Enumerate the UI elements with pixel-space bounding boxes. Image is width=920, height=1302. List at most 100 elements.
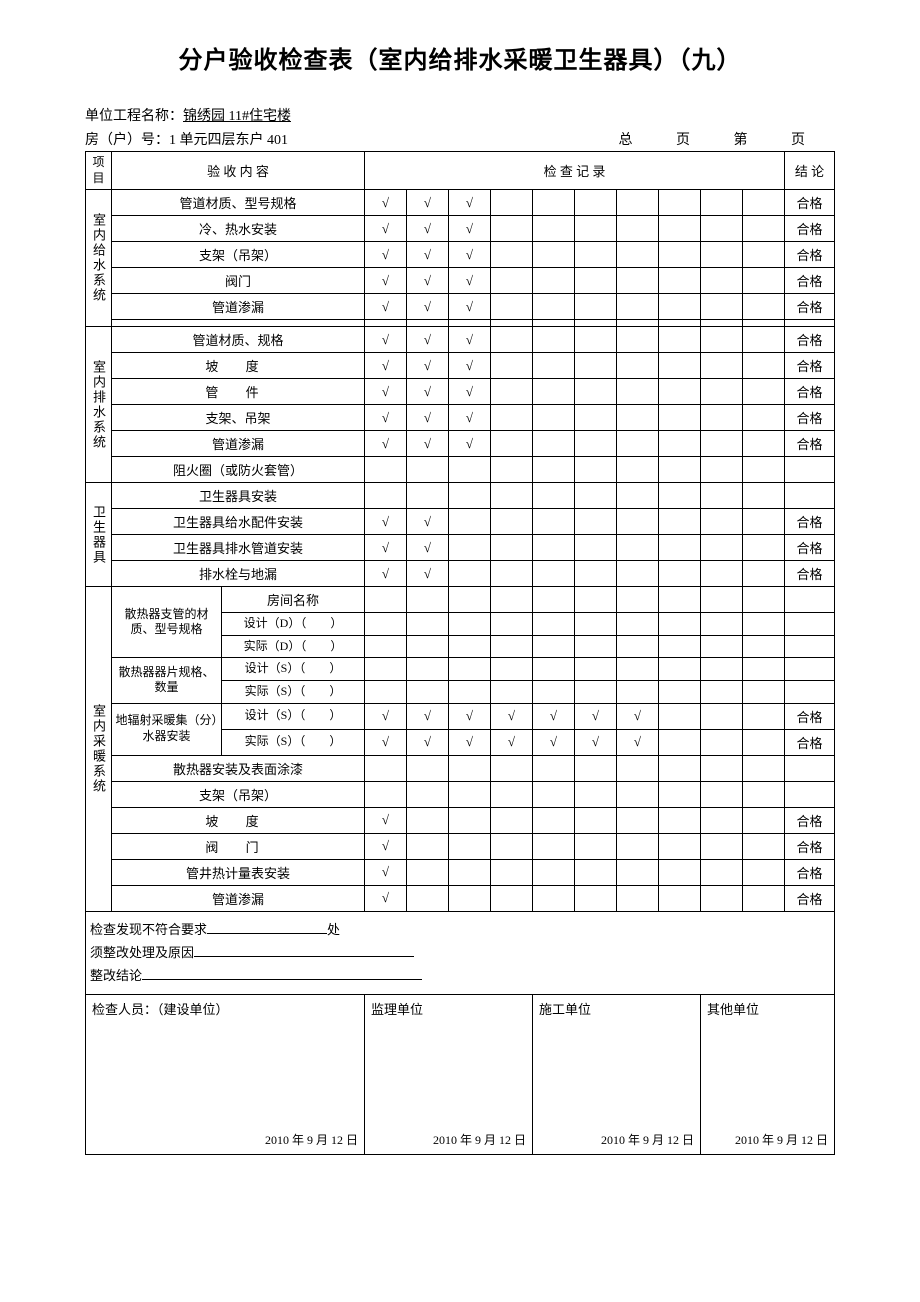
row-label: 管 件 — [112, 379, 365, 405]
inspection-table: 项目 验 收 内 容 检 查 记 录 结 论 室内给水系统 管道材质、型号规格 … — [85, 151, 835, 1155]
table-row: 支架（吊架） — [86, 781, 835, 807]
result: 合格 — [785, 190, 835, 216]
row-label: 管道材质、型号规格 — [112, 190, 365, 216]
row-label: 阀门 — [112, 268, 365, 294]
row-label: 阀 门 — [112, 833, 365, 859]
row-label: 支架（吊架） — [112, 242, 365, 268]
row-label — [112, 320, 365, 327]
sig-other-label: 其他单位 — [707, 1002, 759, 1017]
signature-row: 检查人员：（建设单位） 2010 年 9 月 12 日 监理单位 2010 年 … — [86, 994, 835, 1154]
col-result: 结 论 — [785, 152, 835, 190]
page-title: 分户验收检查表（室内给排水采暖卫生器具）（九） — [85, 40, 835, 75]
table-header-row: 项目 验 收 内 容 检 查 记 录 结 论 — [86, 152, 835, 190]
col-record: 检 查 记 录 — [365, 152, 785, 190]
result: 合格 — [785, 807, 835, 833]
result: 合格 — [785, 885, 835, 911]
col-content: 验 收 内 容 — [112, 152, 365, 190]
row-label: 卫生器具安装 — [112, 483, 365, 509]
table-row: 地辐射采暖集（分）水器安装 设计（S）（ ） √√√√√√√ 合格 — [86, 703, 835, 729]
check: √ — [365, 190, 407, 216]
result: 合格 — [785, 729, 835, 755]
page-no-label: 第 — [734, 133, 748, 148]
table-row: 管道渗漏 √√√ 合格 — [86, 431, 835, 457]
page-total-label: 总 — [619, 133, 633, 148]
table-row — [86, 320, 835, 327]
radiator-pipe-label: 散热器支管的材质、型号规格 — [112, 587, 222, 658]
result: 合格 — [785, 833, 835, 859]
table-row: 阀 门 √ 合格 — [86, 833, 835, 859]
result: 合格 — [785, 242, 835, 268]
sig-inspector: 检查人员：（建设单位） 2010 年 9 月 12 日 — [86, 994, 365, 1154]
sig-contractor: 施工单位 2010 年 9 月 12 日 — [533, 994, 701, 1154]
footer-line1-prefix: 检查发现不符合要求 — [90, 922, 207, 937]
result: 合格 — [785, 703, 835, 729]
section-heating: 室内采暖系统 — [86, 587, 112, 911]
result: 合格 — [785, 405, 835, 431]
row-label: 管道渗漏 — [112, 885, 365, 911]
result: 合格 — [785, 268, 835, 294]
row-label: 散热器安装及表面涂漆 — [112, 755, 365, 781]
room-name-label: 房间名称 — [222, 587, 365, 613]
table-row: 管道渗漏 √ 合格 — [86, 885, 835, 911]
radiator-spec-label: 散热器器片规格、数量 — [112, 658, 222, 703]
floor-heating-label: 地辐射采暖集（分）水器安装 — [112, 703, 222, 755]
sig-inspector-label: 检查人员：（建设单位） — [92, 1002, 229, 1017]
row-label: 管道材质、规格 — [112, 327, 365, 353]
sig-other: 其他单位 2010 年 9 月 12 日 — [701, 994, 835, 1154]
row-label: 冷、热水安装 — [112, 216, 365, 242]
result: 合格 — [785, 379, 835, 405]
table-row: 阀门 √√√ 合格 — [86, 268, 835, 294]
table-row: 散热器器片规格、数量 设计（S）（ ） — [86, 658, 835, 681]
table-row: 室内采暖系统 散热器支管的材质、型号规格 房间名称 — [86, 587, 835, 613]
row-label: 管道渗漏 — [112, 294, 365, 320]
result — [785, 457, 835, 483]
table-row: 坡 度 √ 合格 — [86, 807, 835, 833]
table-row: 支架、吊架 √√√ 合格 — [86, 405, 835, 431]
row-label: 支架（吊架） — [112, 781, 365, 807]
footer-line1-suffix: 处 — [327, 922, 340, 937]
result: 合格 — [785, 431, 835, 457]
table-row: 冷、热水安装 √√√ 合格 — [86, 216, 835, 242]
row-label: 支架、吊架 — [112, 405, 365, 431]
row-label: 卫生器具排水管道安装 — [112, 535, 365, 561]
table-row: 阻火圈（或防火套管） — [86, 457, 835, 483]
table-row: 管井热计量表安装 √ 合格 — [86, 859, 835, 885]
footer-notes-row: 检查发现不符合要求处 须整改处理及原因 整改结论 — [86, 911, 835, 994]
footer-line3: 整改结论 — [90, 968, 142, 983]
design-s: 设计（S）（ ） — [222, 658, 365, 681]
result — [785, 483, 835, 509]
result: 合格 — [785, 327, 835, 353]
unit-label: 单位工程名称： — [85, 109, 183, 124]
page-unit: 页 — [676, 133, 690, 148]
table-row: 卫生器具排水管道安装 √√ 合格 — [86, 535, 835, 561]
table-row: 管 件 √√√ 合格 — [86, 379, 835, 405]
sig-date: 2010 年 9 月 12 日 — [601, 1131, 694, 1148]
result: 合格 — [785, 216, 835, 242]
page-info: 总 页 第 页 — [609, 129, 836, 149]
result: 合格 — [785, 294, 835, 320]
actual-s2: 实际（S）（ ） — [222, 729, 365, 755]
table-row: 散热器安装及表面涂漆 — [86, 755, 835, 781]
section-water-supply: 室内给水系统 — [86, 190, 112, 327]
table-row: 管道渗漏 √√√ 合格 — [86, 294, 835, 320]
design-s2: 设计（S）（ ） — [222, 703, 365, 729]
section-sanitary: 卫生器具 — [86, 483, 112, 587]
table-row: 排水栓与地漏 √√ 合格 — [86, 561, 835, 587]
result — [785, 781, 835, 807]
footer-notes: 检查发现不符合要求处 须整改处理及原因 整改结论 — [86, 911, 835, 994]
actual-s: 实际（S）（ ） — [222, 680, 365, 703]
row-label: 管道渗漏 — [112, 431, 365, 457]
table-row: 室内排水系统 管道材质、规格 √√√ 合格 — [86, 327, 835, 353]
result: 合格 — [785, 561, 835, 587]
table-row: 坡 度 √√√ 合格 — [86, 353, 835, 379]
result — [785, 320, 835, 327]
unit-name-line: 单位工程名称：锦绣园 11#住宅楼 — [85, 105, 835, 125]
table-row: 室内给水系统 管道材质、型号规格 √ √ √ 合格 — [86, 190, 835, 216]
row-label: 卫生器具给水配件安装 — [112, 509, 365, 535]
room-label: 房（户）号： — [85, 133, 169, 148]
row-label: 坡 度 — [112, 807, 365, 833]
sig-contractor-label: 施工单位 — [539, 1002, 591, 1017]
result: 合格 — [785, 509, 835, 535]
sig-date: 2010 年 9 月 12 日 — [265, 1131, 358, 1148]
row-label: 管井热计量表安装 — [112, 859, 365, 885]
